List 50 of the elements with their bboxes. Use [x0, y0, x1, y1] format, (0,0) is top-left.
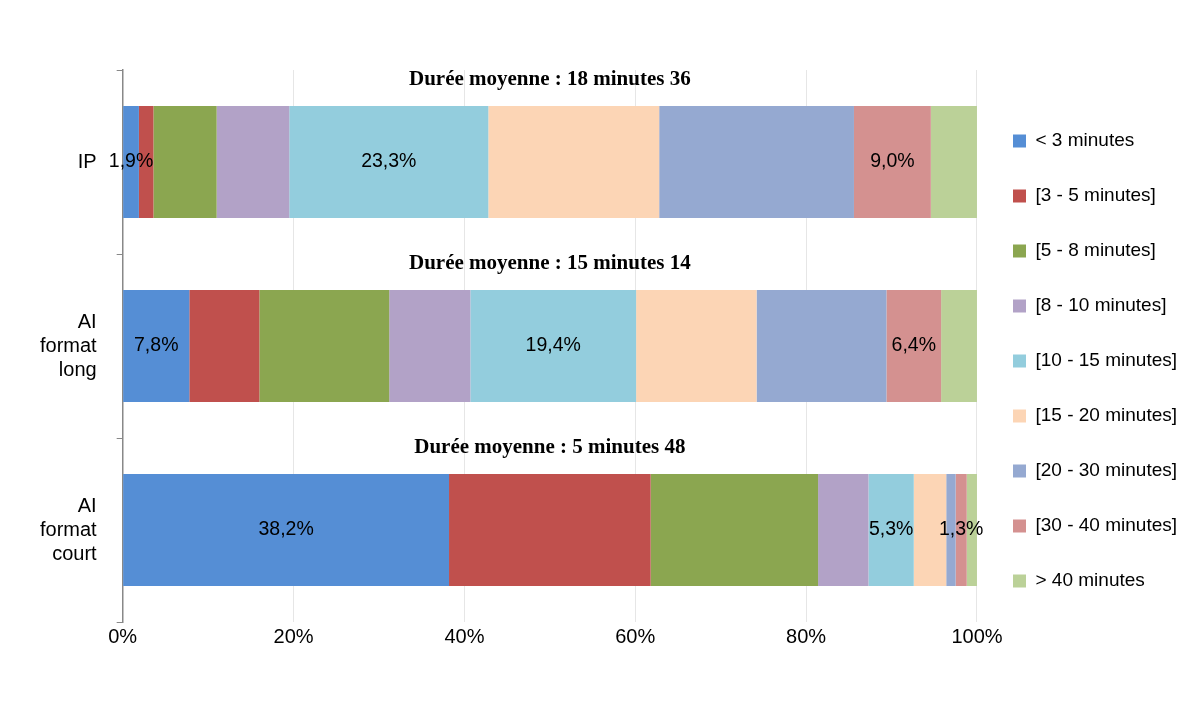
legend-label: < 3 minutes	[1035, 129, 1135, 151]
x-tick-label: 80%	[786, 624, 827, 647]
x-tick-label: 40%	[444, 624, 485, 647]
bar	[756, 289, 887, 403]
bar	[189, 289, 260, 403]
bar	[886, 289, 942, 403]
bar	[389, 289, 471, 403]
bar	[123, 289, 190, 403]
data-label: 19,4%	[525, 333, 581, 356]
bar	[636, 289, 757, 403]
legend-label: [5 - 8 minutes]	[1035, 239, 1156, 261]
legend-label: [15 - 20 minutes]	[1035, 404, 1178, 426]
data-label: 9,0%	[870, 149, 915, 172]
legend-label: [30 - 40 minutes]	[1035, 514, 1178, 536]
bar	[488, 105, 660, 219]
bar	[153, 105, 217, 219]
legend-label: > 40 minutes	[1035, 569, 1145, 591]
bar	[123, 473, 450, 587]
bar	[650, 473, 819, 587]
bar	[853, 105, 931, 219]
y-tick-label: AI format court	[39, 493, 98, 564]
legend-label: [20 - 30 minutes]	[1035, 459, 1178, 481]
bar	[818, 473, 869, 587]
data-label: 23,3%	[361, 149, 417, 172]
data-label: 5,3%	[868, 517, 914, 540]
bar	[868, 473, 914, 587]
data-label: 1,3%	[938, 517, 984, 540]
bar	[659, 105, 854, 219]
bar	[449, 473, 651, 587]
bar	[259, 289, 390, 403]
x-tick-label: 0%	[108, 624, 138, 647]
y-tick-label: IP	[77, 149, 97, 172]
legend-label: [3 - 5 minutes]	[1035, 184, 1156, 206]
annotation: Durée moyenne : 5 minutes 48	[414, 434, 686, 459]
x-tick-label: 60%	[615, 624, 656, 647]
bar	[216, 105, 290, 219]
x-tick-label: 100%	[951, 624, 1003, 647]
bar	[941, 289, 977, 403]
y-tick-label: AI format long	[39, 309, 98, 380]
x-tick-label: 20%	[273, 624, 314, 647]
bar	[470, 289, 637, 403]
data-label: 6,4%	[891, 333, 936, 356]
data-label: 38,2%	[258, 517, 314, 540]
bar	[930, 105, 977, 219]
bar	[289, 105, 489, 219]
legend-label: [8 - 10 minutes]	[1035, 294, 1167, 316]
annotation: Durée moyenne : 18 minutes 36	[408, 66, 691, 91]
legend-label: [10 - 15 minutes]	[1035, 349, 1178, 371]
annotation: Durée moyenne : 15 minutes 14	[408, 250, 692, 275]
data-label: 7,8%	[134, 333, 179, 356]
